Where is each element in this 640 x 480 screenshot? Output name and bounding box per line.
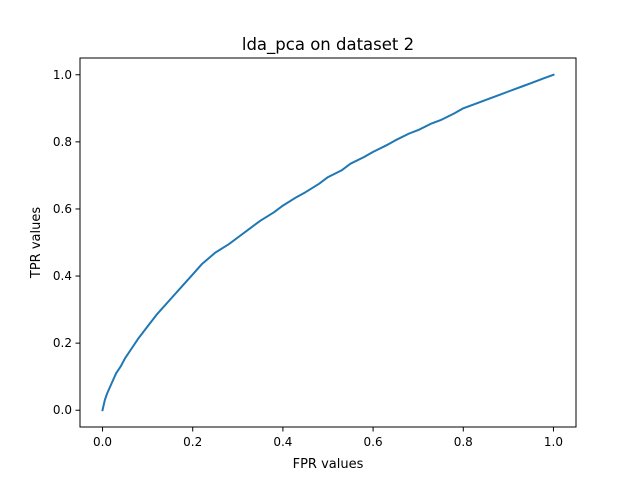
x-tick-label: 0.2 [183,435,202,449]
y-tick-label: 0.0 [53,403,72,417]
x-axis-label: FPR values [293,457,364,472]
chart-title: lda_pca on dataset 2 [242,35,414,55]
plot-frame [79,57,577,428]
y-tick-label: 0.8 [53,135,72,149]
x-tick-label: 0.8 [454,435,473,449]
x-tick-label: 0.6 [364,435,383,449]
y-tick-label: 0.2 [53,336,72,350]
y-tick-label: 0.6 [53,202,72,216]
x-tick-label: 1.0 [544,435,563,449]
x-tick-label: 0.4 [273,435,292,449]
y-tick-label: 0.4 [53,269,72,283]
roc-curve-line [101,73,555,412]
y-tick-label: 1.0 [53,68,72,82]
y-axis-ticks: 0.0 0.2 0.4 0.6 0.8 1.0 [53,68,80,417]
plot-area [79,57,577,428]
x-axis-ticks: 0.0 0.2 0.4 0.6 0.8 1.0 [93,427,563,449]
y-axis-label: TPR values [29,207,44,279]
x-tick-label: 0.0 [93,435,112,449]
